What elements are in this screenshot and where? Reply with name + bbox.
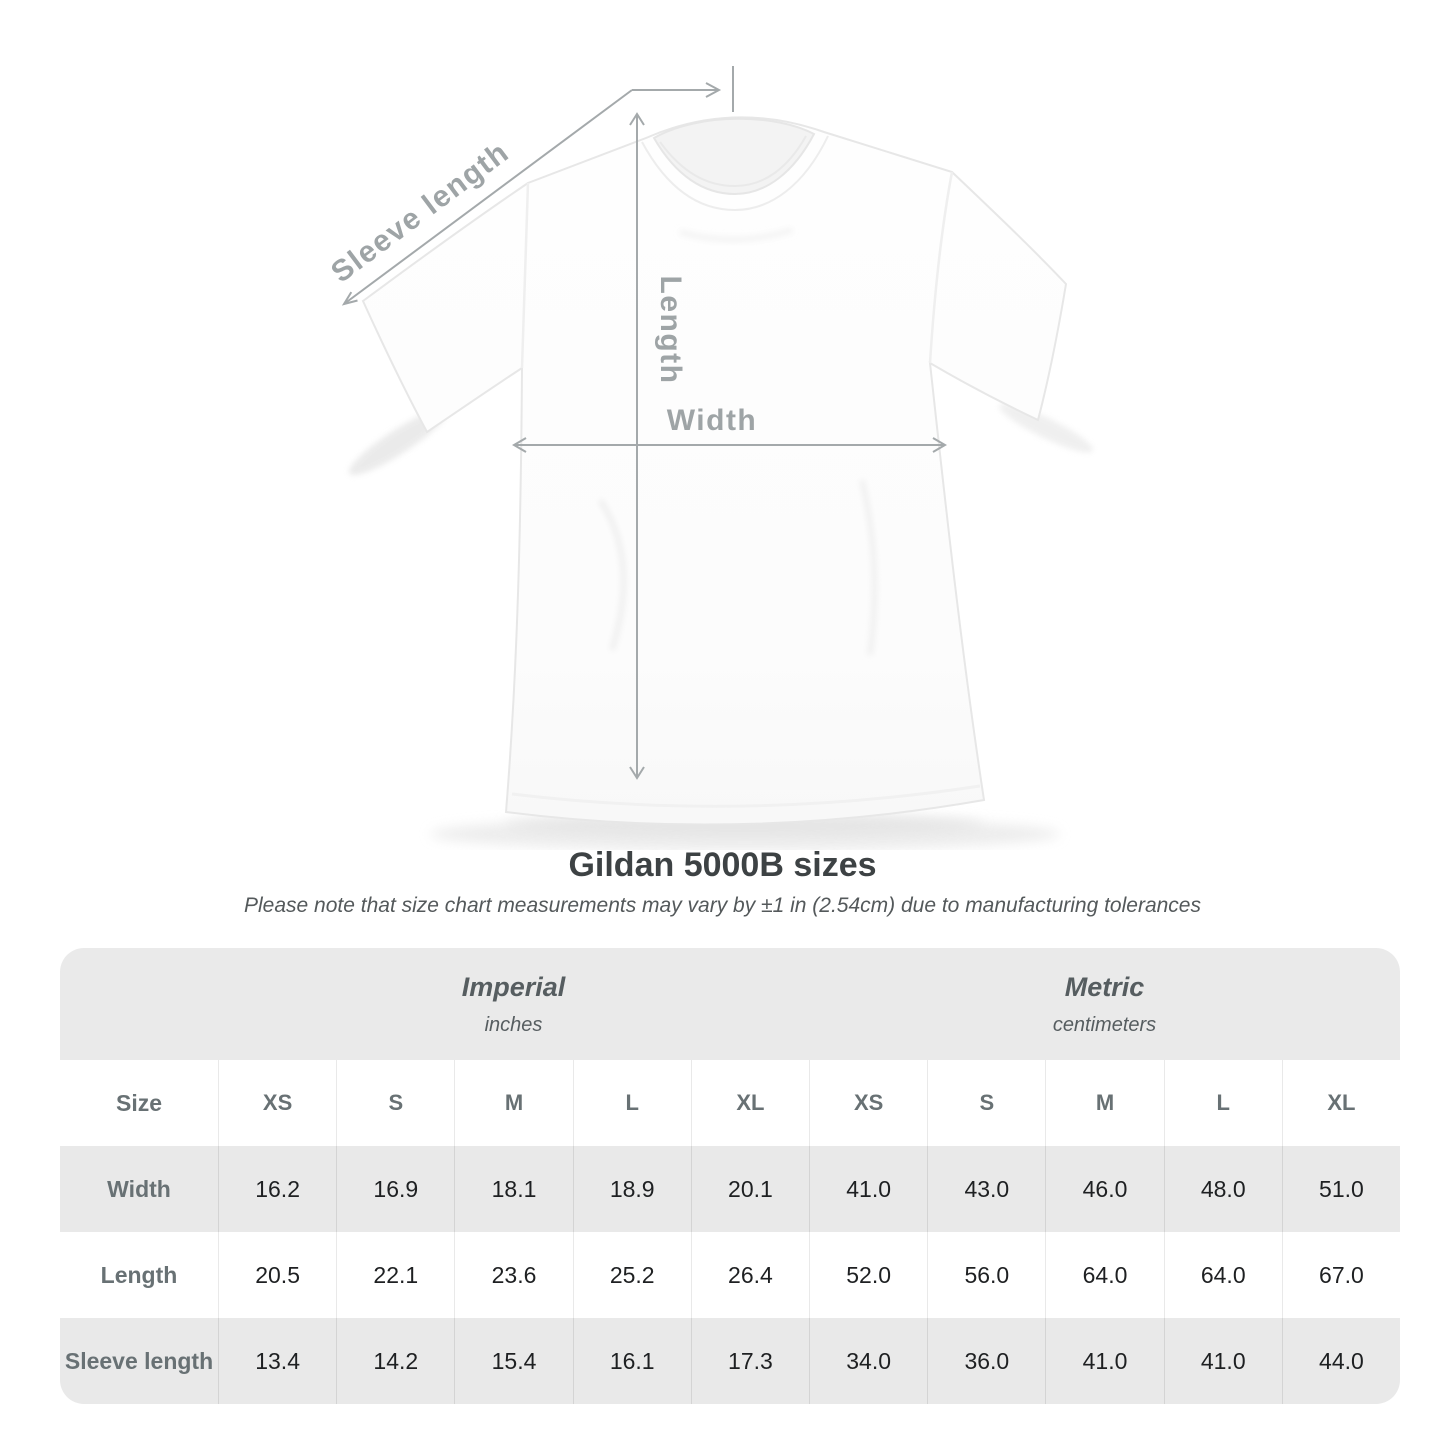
tshirt-body: [361, 116, 1068, 826]
imperial-label: Imperial: [461, 971, 566, 1002]
size-col-header: XL: [690, 1060, 809, 1146]
value-cell: 16.1: [572, 1318, 691, 1404]
size-corner-header: Size: [115, 1089, 163, 1116]
width-label: Width: [667, 404, 758, 437]
value-cell: 18.1: [454, 1146, 572, 1232]
value-cell: 26.4: [690, 1232, 809, 1318]
value-cell: 25.2: [572, 1232, 691, 1318]
length-label: Length: [654, 276, 687, 385]
page-title: Gildan 5000B sizes: [568, 846, 877, 884]
sleeve-length-arrow: [341, 66, 734, 306]
value-cell: 16.9: [336, 1146, 454, 1232]
width-arrow: [512, 437, 947, 453]
metric-label: Metric: [1064, 971, 1145, 1002]
value-cell: 18.9: [572, 1146, 691, 1232]
row-label: Sleeve length: [64, 1347, 214, 1374]
size-col-header: M: [1045, 1060, 1163, 1146]
value-cell: 52.0: [809, 1232, 927, 1318]
band-spacer: [60, 948, 218, 1060]
size-col-header: S: [927, 1060, 1045, 1146]
value-cell: 44.0: [1281, 1318, 1400, 1404]
size-table: Imperial inches Metric centimeters Size …: [60, 948, 1400, 1404]
value-cell: 15.4: [454, 1318, 572, 1404]
size-col-header: XL: [1281, 1060, 1400, 1146]
value-cell: 34.0: [809, 1318, 927, 1404]
value-cell: 41.0: [1045, 1318, 1163, 1404]
value-cell: 20.5: [218, 1232, 336, 1318]
size-col-header: XS: [809, 1060, 927, 1146]
size-col-header: M: [454, 1060, 572, 1146]
value-cell: 64.0: [1163, 1232, 1282, 1318]
value-cell: 48.0: [1163, 1146, 1282, 1232]
value-cell: 46.0: [1045, 1146, 1163, 1232]
row-label: Length: [100, 1261, 178, 1288]
size-header-row: Size XS S M L XL XS S M L XL: [60, 1060, 1400, 1146]
value-cell: 20.1: [690, 1146, 809, 1232]
size-col-header: L: [572, 1060, 691, 1146]
table-row-sleeve-length: Sleeve length 13.4 14.2 15.4 16.1 17.3 3…: [60, 1318, 1400, 1404]
value-cell: 41.0: [809, 1146, 927, 1232]
metric-header: Metric centimeters: [809, 948, 1400, 1060]
imperial-unit: inches: [484, 1013, 543, 1036]
unit-header-band: Imperial inches Metric centimeters: [60, 948, 1400, 1060]
tshirt-size-diagram: Sleeve length Length Width: [325, 66, 1093, 850]
value-cell: 13.4: [218, 1318, 336, 1404]
value-cell: 41.0: [1163, 1318, 1282, 1404]
value-cell: 16.2: [218, 1146, 336, 1232]
size-col-header: S: [336, 1060, 454, 1146]
size-col-header: XS: [218, 1060, 336, 1146]
imperial-header: Imperial inches: [218, 948, 809, 1060]
value-cell: 56.0: [927, 1232, 1045, 1318]
tshirt-collar: [641, 117, 829, 212]
value-cell: 17.3: [690, 1318, 809, 1404]
value-cell: 23.6: [454, 1232, 572, 1318]
value-cell: 36.0: [927, 1318, 1045, 1404]
tshirt-illustration: Sleeve length Length Width: [325, 66, 1093, 850]
row-label: Width: [107, 1175, 171, 1202]
table-row-width: Width 16.2 16.9 18.1 18.9 20.1 41.0 43.0…: [60, 1146, 1400, 1232]
value-cell: 51.0: [1281, 1146, 1400, 1232]
metric-unit: centimeters: [1052, 1013, 1157, 1036]
table-row-length: Length 20.5 22.1 23.6 25.2 26.4 52.0 56.…: [60, 1232, 1400, 1318]
value-cell: 14.2: [336, 1318, 454, 1404]
size-col-header: L: [1163, 1060, 1282, 1146]
value-cell: 22.1: [336, 1232, 454, 1318]
value-cell: 43.0: [927, 1146, 1045, 1232]
tolerance-note: Please note that size chart measurements…: [244, 894, 1201, 917]
value-cell: 67.0: [1281, 1232, 1400, 1318]
value-cell: 64.0: [1045, 1232, 1163, 1318]
